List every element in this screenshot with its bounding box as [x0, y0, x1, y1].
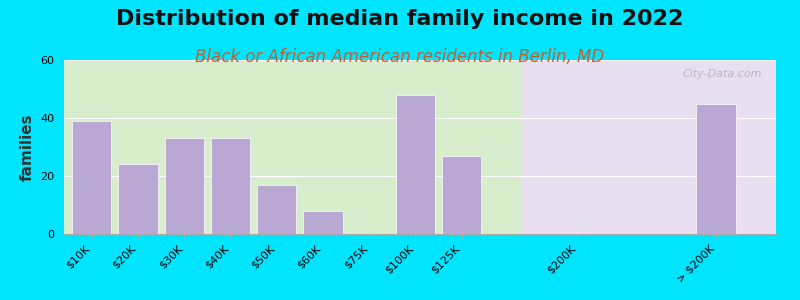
Bar — [118, 164, 158, 234]
Bar — [303, 211, 342, 234]
Bar — [696, 103, 735, 234]
Bar — [165, 138, 204, 234]
Text: Black or African American residents in Berlin, MD: Black or African American residents in B… — [195, 48, 605, 66]
Bar — [442, 156, 482, 234]
Bar — [396, 95, 435, 234]
Bar — [210, 138, 250, 234]
Bar — [64, 60, 522, 234]
Bar — [72, 121, 111, 234]
Bar — [522, 60, 776, 234]
Text: Distribution of median family income in 2022: Distribution of median family income in … — [116, 9, 684, 29]
Text: City-Data.com: City-Data.com — [682, 69, 762, 79]
Bar — [257, 185, 296, 234]
Y-axis label: families: families — [19, 113, 34, 181]
